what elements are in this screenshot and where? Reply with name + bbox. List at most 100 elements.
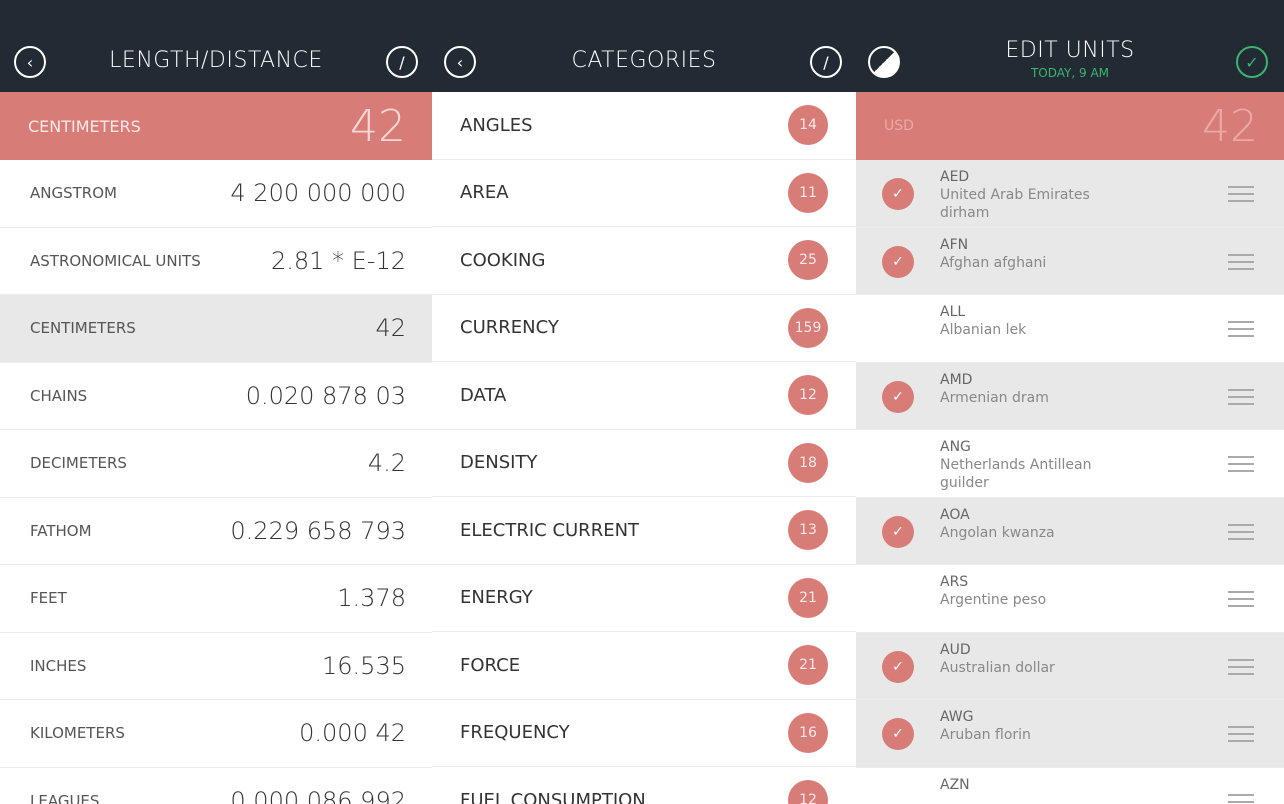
unit-label: ANGSTROM [30, 184, 117, 203]
edit-units-header: EDIT UNITS TODAY, 9 AM ✓ [856, 0, 1284, 92]
selected-unit-row[interactable]: CENTIMETERS 42 [0, 92, 432, 160]
category-count-badge: 21 [788, 577, 828, 618]
drag-handle-icon[interactable] [1228, 388, 1254, 405]
categories-header: ‹ CATEGORIES / [432, 0, 856, 92]
unit-value: 0.000 086 992 [230, 786, 406, 804]
unit-row[interactable]: FEET 1.378 [0, 565, 432, 633]
done-check-icon[interactable]: ✓ [1236, 46, 1268, 78]
currency-row[interactable]: ✓ AFN Afghan afghani [856, 227, 1284, 295]
currency-code: AED [940, 169, 970, 185]
unit-row[interactable]: KILOMETERS 0.000 42 [0, 700, 432, 768]
unit-label: CHAINS [30, 386, 88, 405]
drag-handle-icon[interactable] [1228, 186, 1254, 202]
unit-value: 1.378 [337, 584, 406, 613]
category-row[interactable]: DATA 12 [432, 362, 856, 430]
drag-handle-icon[interactable] [1228, 726, 1254, 742]
categories-title: CATEGORIES [571, 48, 717, 73]
unit-value: 0.000 42 [299, 719, 406, 748]
currency-code: AZN [940, 776, 970, 793]
unit-label: KILOMETERS [30, 724, 125, 743]
drag-handle-icon[interactable] [1228, 456, 1254, 472]
back-icon[interactable]: ‹ [444, 46, 476, 78]
check-icon[interactable]: ✓ [882, 178, 914, 210]
check-icon[interactable]: ✓ [882, 718, 914, 750]
unit-value: 4 200 000 000 [230, 179, 406, 208]
theme-toggle-icon[interactable] [868, 46, 900, 78]
unit-row[interactable]: LEAGUES 0.000 086 992 [0, 767, 432, 804]
unit-row[interactable]: ASTRONOMICAL UNITS 2.81 * E-12 [0, 227, 432, 295]
unit-value: 2.81 * E-12 [270, 246, 406, 275]
category-label: DATA [460, 384, 507, 406]
currency-row[interactable]: ALL Albanian lek [856, 295, 1284, 363]
category-row[interactable]: DENSITY 18 [432, 430, 856, 497]
category-count-badge: 21 [788, 645, 828, 686]
check-icon[interactable]: ✓ [882, 380, 914, 413]
currency-row[interactable]: ✓ AOA Angolan kwanza [856, 497, 1284, 565]
selected-currency-row[interactable]: USD 42 [856, 92, 1284, 160]
unit-row[interactable]: CENTIMETERS 42 [0, 295, 432, 363]
category-count-badge: 18 [788, 442, 828, 483]
selected-currency-value: 42 [1202, 100, 1258, 152]
currency-name: Armenian dram [940, 389, 1049, 406]
currency-name: Afghan afghani [940, 254, 1047, 271]
unit-row[interactable]: FATHOM 0.229 658 793 [0, 497, 432, 565]
currency-name: Australian dollar [940, 659, 1055, 676]
unit-label: FEET [30, 589, 67, 608]
currency-name: United Arab Emirates dirham [940, 187, 1090, 221]
length-panel: ‹ LENGTH/DISTANCE / CENTIMETERS 42 ANGST… [0, 0, 432, 804]
currency-code: AWG [940, 709, 974, 725]
category-row[interactable]: FREQUENCY 16 [432, 700, 856, 767]
currency-code: AMD [940, 371, 973, 388]
unit-row[interactable]: ANGSTROM 4 200 000 000 [0, 160, 432, 228]
category-row[interactable]: FORCE 21 [432, 632, 856, 700]
category-row[interactable]: FUEL CONSUMPTION 12 [432, 767, 856, 804]
unit-value: 42 [375, 314, 406, 343]
unit-row[interactable]: CHAINS 0.020 878 03 [0, 362, 432, 430]
edit-icon[interactable]: / [386, 46, 418, 78]
currency-code: AUD [940, 641, 971, 658]
check-icon[interactable]: ✓ [882, 650, 914, 683]
category-count-badge: 159 [788, 307, 828, 348]
edit-icon[interactable]: / [810, 46, 842, 78]
length-header: ‹ LENGTH/DISTANCE / [0, 0, 432, 92]
unit-label: FATHOM [30, 521, 92, 540]
category-label: CURRENCY [460, 317, 559, 339]
category-label: FREQUENCY [460, 722, 570, 744]
drag-handle-icon[interactable] [1228, 523, 1254, 540]
currency-row[interactable]: ✓ AMD Armenian dram [856, 362, 1284, 430]
category-row[interactable]: AREA 11 [432, 160, 856, 227]
currency-row[interactable]: ✓ AED United Arab Emirates dirham [856, 160, 1284, 228]
currency-code: AFN [940, 236, 969, 253]
currency-name: Argentine peso [940, 592, 1047, 608]
category-row[interactable]: COOKING 25 [432, 227, 856, 295]
drag-handle-icon[interactable] [1228, 793, 1254, 804]
unit-row[interactable]: DECIMETERS 4.2 [0, 430, 432, 498]
category-count-badge: 12 [788, 375, 828, 416]
edit-units-title: EDIT UNITS [1005, 38, 1135, 63]
category-label: FORCE [460, 654, 521, 676]
currency-row[interactable]: ✓ AWG Aruban florin [856, 700, 1284, 768]
back-icon[interactable]: ‹ [14, 46, 46, 78]
category-row[interactable]: CURRENCY 159 [432, 295, 856, 362]
unit-value: 4.2 [367, 449, 406, 478]
drag-handle-icon[interactable] [1228, 658, 1254, 675]
category-label: ENERGY [460, 587, 533, 609]
drag-handle-icon[interactable] [1228, 591, 1254, 607]
unit-value: 0.020 878 03 [245, 381, 406, 410]
category-row[interactable]: ANGLES 14 [432, 92, 856, 160]
category-row[interactable]: ENERGY 21 [432, 565, 856, 632]
category-count-badge: 11 [788, 172, 828, 213]
currency-code: AOA [940, 506, 970, 523]
currency-row[interactable]: ANG Netherlands Antillean guilder [856, 430, 1284, 498]
unit-row[interactable]: INCHES 16.535 [0, 632, 432, 700]
check-icon[interactable]: ✓ [882, 515, 914, 548]
currency-row[interactable]: ✓ AUD Australian dollar [856, 632, 1284, 700]
drag-handle-icon[interactable] [1228, 321, 1254, 337]
currency-row[interactable]: ARS Argentine peso [856, 565, 1284, 633]
check-icon[interactable]: ✓ [882, 245, 914, 278]
selected-value[interactable]: 42 [350, 100, 406, 152]
category-row[interactable]: ELECTRIC CURRENT 13 [432, 497, 856, 565]
drag-handle-icon[interactable] [1228, 253, 1254, 270]
currency-name: Aruban florin [940, 727, 1031, 743]
currency-row[interactable]: AZN [856, 767, 1284, 804]
